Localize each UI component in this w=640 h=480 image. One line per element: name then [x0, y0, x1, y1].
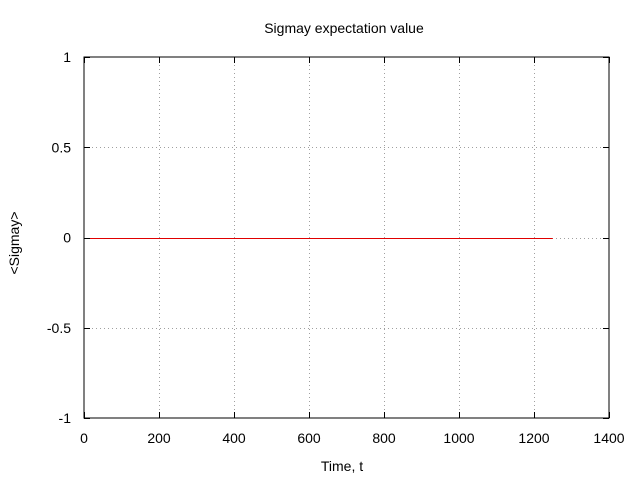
x-tick-label: 200	[147, 430, 171, 446]
ticks	[84, 57, 610, 419]
x-tick-label: 600	[297, 430, 321, 446]
chart-title: Sigmay expectation value	[264, 20, 424, 36]
y-tick-label: 1	[63, 49, 71, 65]
grid	[84, 57, 609, 418]
plot-frame	[83, 56, 610, 419]
x-tick-label: 1400	[593, 430, 624, 446]
tick-labels: 0 200 400 600 800 1000 1200 1400 -1 -0.5 0 0.5 1	[47, 49, 625, 446]
y-axis-label: <Sigmay>	[6, 211, 22, 274]
x-tick-label: 1200	[518, 430, 549, 446]
x-tick-label: 1000	[443, 430, 474, 446]
x-axis-label: Time, t	[321, 458, 363, 474]
x-tick-label: 400	[222, 430, 246, 446]
x-tick-label: 800	[372, 430, 396, 446]
y-tick-label: 0	[63, 230, 71, 246]
x-tick-label: 0	[80, 430, 88, 446]
y-tick-label: -1	[59, 410, 72, 426]
y-tick-label: -0.5	[47, 320, 71, 336]
y-tick-label: 0.5	[52, 139, 72, 155]
